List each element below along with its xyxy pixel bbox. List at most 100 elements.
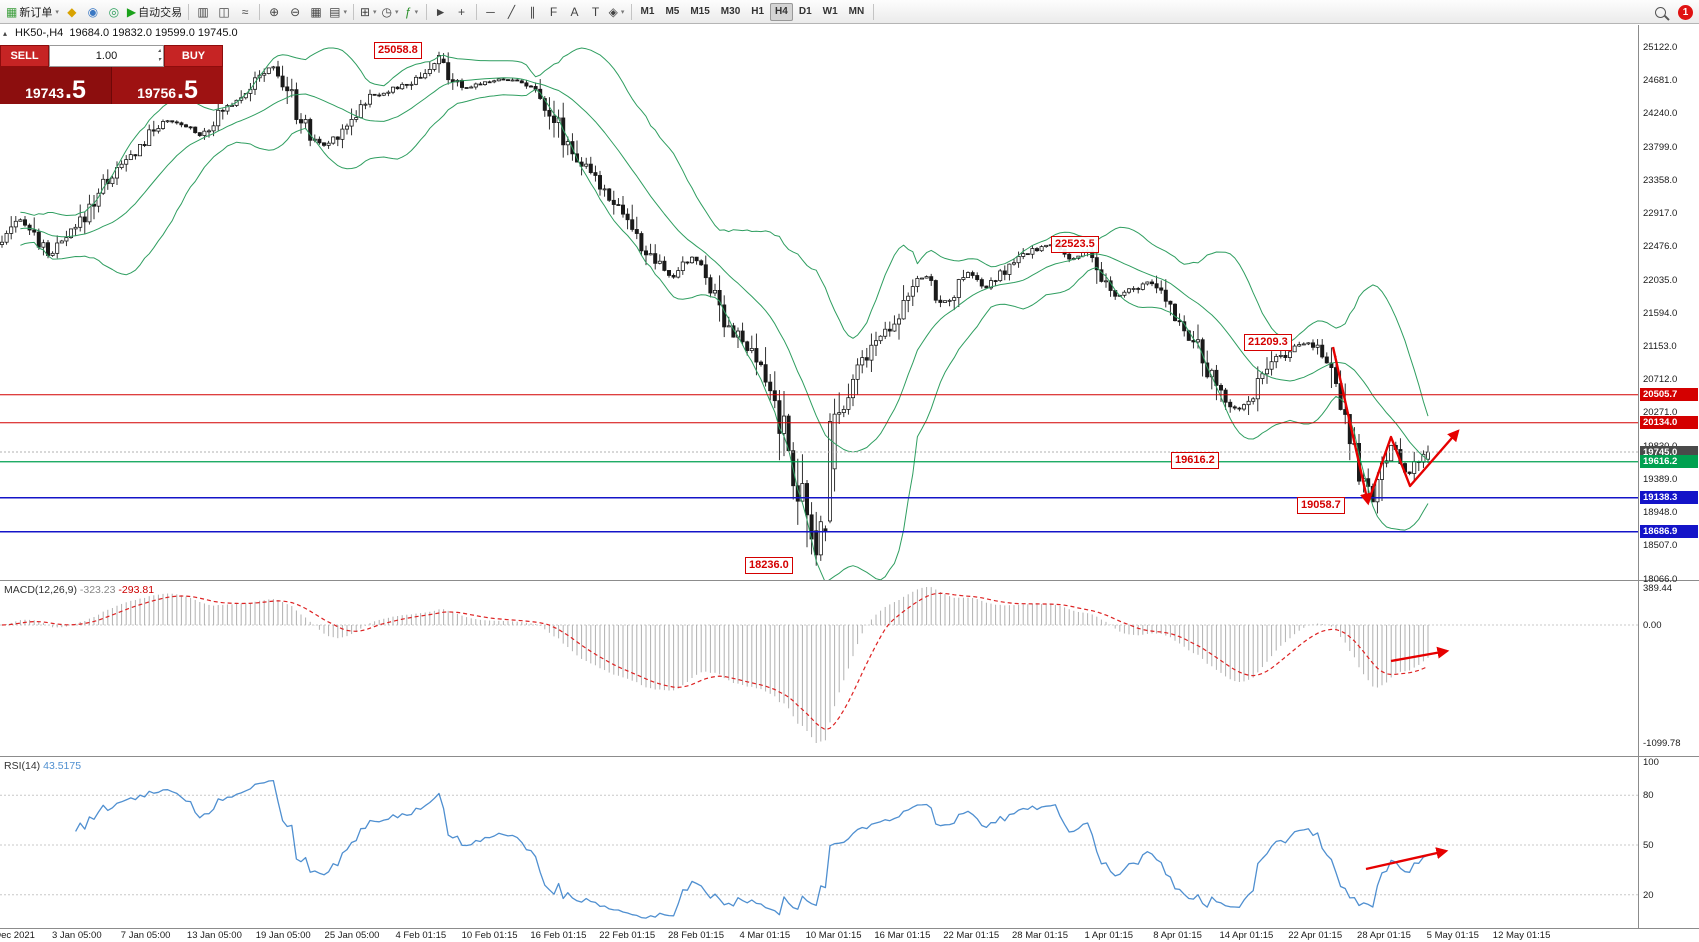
price-axis-tick: 22476.0 [1643,241,1678,253]
cursor-button[interactable]: ► [431,2,451,22]
sell-button[interactable]: SELL [0,45,49,67]
time-axis-label: 22 Mar 01:15 [943,930,1000,941]
autotrade-label: 自动交易 [138,6,183,19]
price-annotation[interactable]: 19616.2 [1171,452,1219,469]
buy-button[interactable]: BUY [164,45,223,67]
timeframe-d1-button[interactable]: D1 [798,6,812,17]
time-axis-label: 16 Mar 01:15 [874,930,931,941]
indicators-button[interactable]: ƒ ▾ [402,2,422,22]
trend-arrows[interactable] [1331,346,1460,871]
auto-arrange-button[interactable]: ▤ ▾ [327,2,349,22]
notification-badge[interactable]: 1 [1678,4,1693,20]
rebound-projection-arrow[interactable] [1366,429,1460,504]
buy-price[interactable]: 19756.5 [112,67,223,104]
new-chart-button[interactable]: ⊞ ▾ [358,2,379,22]
shapes-button[interactable]: ◈ ▾ [607,2,627,22]
buy-price-frac: .5 [177,76,198,104]
timeframe-mn-button[interactable]: MN [848,6,865,17]
time-axis-label: 13 Jan 05:00 [186,930,242,941]
chart-bars-button[interactable]: ▥ [193,2,213,22]
price-axis-tick: 22035.0 [1643,274,1678,286]
price-annotation[interactable]: 21209.3 [1244,334,1292,351]
price-annotation[interactable]: 25058.8 [374,42,422,59]
zoom-in-button[interactable]: ⊕ [264,2,284,22]
stepper-down-icon[interactable]: ▾ [157,57,161,63]
chart-line-button[interactable]: ≈ [235,2,255,22]
sell-price[interactable]: 19743.5 [0,67,112,104]
timeframe-h4-button[interactable]: H4 [770,2,793,21]
price-axis-tick: 22917.0 [1643,208,1678,220]
rsi-projection-arrow[interactable] [1365,847,1449,871]
horizontal-levels[interactable] [0,394,1638,533]
volume-field[interactable]: 1.00 ▴ ▾ [49,45,164,67]
rsi-axis-tick: 80 [1643,790,1654,802]
period-icon: ◷ [381,4,393,19]
stepper-up-icon[interactable]: ▴ [157,48,161,54]
toolbar: ▦ 新订单 ▾ ◆ ◉ ◎ ▶ 自动交易 ▥ ◫ ≈ ⊕ ⊖ ▦ ▤ ▾ ⊞ ▾ ◷ ▾ ƒ ▾ ► + ─ ╱ ∥ F A T ◈ ▾ M1 M… [0,0,1699,24]
fibonacci-button[interactable]: F [544,2,564,22]
crosshair-button[interactable]: + [452,2,472,22]
profile-button[interactable]: ◉ [83,2,103,22]
timeframe-m1-button[interactable]: M1 [640,6,655,17]
macd-projection-arrow[interactable] [1390,646,1450,663]
price-axis-tick: 23799.0 [1643,141,1678,153]
equidistant-channel-icon: ∥ [529,4,536,19]
volume-value: 1.00 [95,50,118,62]
price-axis-tick: 18948.0 [1643,507,1678,519]
period-button[interactable]: ◷ ▾ [380,2,401,22]
price-axis-tag: 20505.7 [1640,388,1698,402]
timeframe-w1-button[interactable]: W1 [822,6,838,17]
search-icon[interactable] [1655,6,1666,18]
tile-windows-button[interactable]: ▦ [306,2,326,22]
trendline-button[interactable]: ╱ [502,2,522,22]
toolbar-right-group: 1 [1655,0,1693,24]
toolbar-separator [259,3,261,20]
chart-candles-button[interactable]: ◫ [214,2,234,22]
price-axis-tick: 20712.0 [1643,374,1678,386]
zoom-out-button[interactable]: ⊖ [285,2,305,22]
timeframe-m30-button[interactable]: M30 [720,6,741,17]
indicators-icon: ƒ [404,4,412,19]
timeframe-m5-button[interactable]: M5 [665,6,680,17]
macd-pane [0,587,1638,743]
chevron-down-icon: ▾ [620,8,625,16]
time-axis-label: 22 Apr 01:15 [1288,930,1343,941]
chart-line-icon: ≈ [241,4,249,19]
time-axis-label: 28 Dec 2021 [0,930,35,941]
equidistant-channel-button[interactable]: ∥ [523,2,543,22]
timeframe-m15-button[interactable]: M15 [690,6,710,17]
autotrade-button[interactable]: ▶ 自动交易 [125,2,184,22]
text-label-button[interactable]: T [586,2,606,22]
chevron-down-icon: ▾ [414,8,419,16]
volume-stepper[interactable]: ▴ ▾ [158,47,161,65]
price-annotation[interactable]: 19058.7 [1297,497,1345,514]
chevron-down-icon: ▾ [55,8,59,16]
price-annotation[interactable]: 22523.5 [1051,236,1099,253]
text-button[interactable]: A [565,2,585,22]
rsi-axis-tick: 100 [1643,757,1659,768]
time-axis-label: 7 Jan 05:00 [120,930,171,941]
timeframe-h1-button[interactable]: H1 [751,6,765,17]
macd-indicator-label: MACD(12,26,9) -323.23 -293.81 [4,584,155,596]
horizontal-line-button[interactable]: ─ [481,2,501,22]
trade-panel-collapse-icon[interactable]: ▴ [3,29,8,38]
trade-panel-prices: 19743.5 19756.5 [0,67,223,104]
price-axis-tag: 19616.2 [1640,455,1698,469]
market-watch-button[interactable]: ◆ [62,2,82,22]
down-impulse-arrow[interactable] [1331,346,1372,506]
community-button[interactable]: ◎ [104,2,124,22]
zoom-in-icon: ⊕ [269,4,280,19]
text-label-icon: T [591,4,600,19]
bollinger-middle-band [20,77,1429,461]
fibonacci-icon: F [549,4,558,19]
autotrade-icon: ▶ [126,4,137,19]
new-order-button[interactable]: ▦ 新订单 ▾ [4,2,61,22]
price-annotation[interactable]: 18236.0 [745,557,793,574]
zoom-out-icon: ⊖ [290,4,301,19]
toolbar-separator [425,3,427,20]
pane-separators[interactable] [0,25,1699,929]
buy-price-main: 19756 [137,85,177,101]
price-axis-tag: 18686.9 [1640,525,1698,539]
chart-ohlc-readout: HK50-,H4 19684.0 19832.0 19599.0 19745.0 [15,27,238,39]
